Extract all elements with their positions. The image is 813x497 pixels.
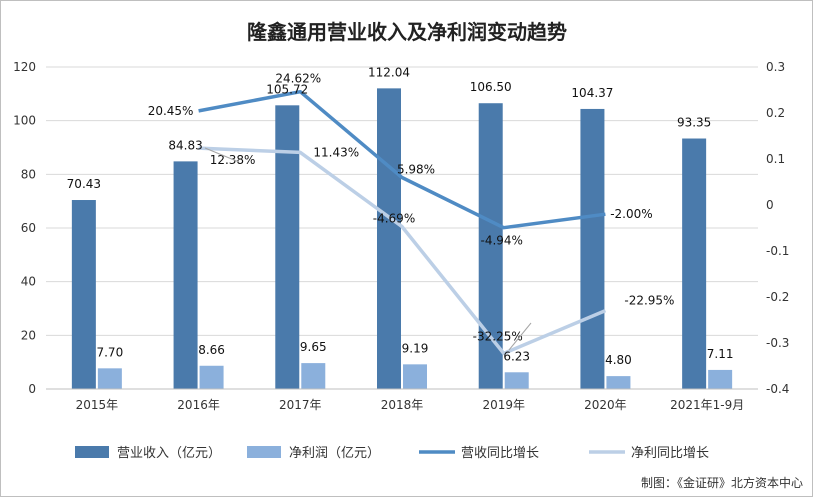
bar-value-label: 8.66 <box>198 343 225 357</box>
legend-swatch <box>75 446 109 458</box>
line-value-label: 20.45% <box>148 104 194 118</box>
legend-swatch <box>247 446 281 458</box>
bar-value-label: 70.43 <box>67 177 101 191</box>
line-value-label: -4.94% <box>480 234 522 248</box>
series-line <box>198 89 606 230</box>
line-value-label: -22.95% <box>624 294 674 308</box>
y2-tick-label: 0.2 <box>766 106 785 120</box>
bar <box>173 161 198 389</box>
data-labels: 70.43 84.83 105.72 112.04 106.50 104.37 93.35 7… <box>67 65 734 367</box>
legend-label: 营业收入（亿元） <box>117 446 221 461</box>
bar <box>377 88 401 389</box>
bar <box>504 372 529 389</box>
x-tick-label: 2021年1-9月 <box>670 398 744 412</box>
y-tick-label: 20 <box>21 328 36 342</box>
bar-value-label: 7.11 <box>707 347 734 361</box>
y2-tick-label: 0.1 <box>766 152 785 166</box>
x-tick-label: 2018年 <box>381 398 424 412</box>
x-tick-label: 2017年 <box>279 398 322 412</box>
y2-tick-label: 0 <box>766 198 774 212</box>
bar-value-label: 7.70 <box>96 345 123 359</box>
bar-value-label: 104.37 <box>571 86 613 100</box>
bar-value-label: 112.04 <box>368 65 410 79</box>
bar-series <box>71 88 733 390</box>
bar <box>71 200 96 389</box>
legend-label: 净利同比增长 <box>631 446 709 461</box>
x-tick-label: 2019年 <box>482 398 525 412</box>
y-tick-label: 100 <box>13 114 36 128</box>
line-value-label: 24.62% <box>275 72 321 86</box>
bar-value-label: 105.72 <box>266 82 308 96</box>
bar <box>403 364 427 389</box>
bar <box>606 376 631 389</box>
legend: 营业收入（亿元） 净利润（亿元） 营收同比增长 净利同比增长 <box>75 446 709 461</box>
leader-line <box>508 322 532 351</box>
bar <box>580 108 605 390</box>
line-value-label: 12.38% <box>210 153 256 167</box>
legend-label: 净利润（亿元） <box>289 446 380 461</box>
bar-value-label: 93.35 <box>677 116 711 130</box>
bar-value-label: 6.23 <box>503 349 530 363</box>
bar-value-label: 106.50 <box>470 80 512 94</box>
series-line <box>198 146 607 356</box>
y-tick-label: 40 <box>21 275 36 289</box>
y-tick-label: 0 <box>28 382 36 396</box>
axes: 0 20 40 60 80 100 120 -0.4 -0.3 -0.2 -0.1 0 0.1 0.2 0.… <box>13 60 789 412</box>
bar <box>708 369 733 389</box>
y2-tick-label: 0.3 <box>766 60 785 74</box>
line-value-label: -4.69% <box>373 212 415 226</box>
x-tick-label: 2016年 <box>177 398 220 412</box>
line-value-label: 11.43% <box>313 145 359 159</box>
bar-value-label: 9.65 <box>300 340 327 354</box>
line-value-label: 5.98% <box>397 162 435 176</box>
y2-tick-label: -0.4 <box>766 382 789 396</box>
y2-tick-label: -0.1 <box>766 244 789 258</box>
line-series <box>198 89 607 356</box>
y-tick-label: 120 <box>13 60 36 74</box>
bar <box>97 368 122 389</box>
y-tick-label: 80 <box>21 167 36 181</box>
y2-tick-label: -0.2 <box>766 290 789 304</box>
bar-value-label: 84.83 <box>168 138 202 152</box>
leader-line <box>204 147 240 163</box>
legend-label: 营收同比增长 <box>461 446 539 461</box>
line-value-label: -32.25% <box>473 329 523 343</box>
bar <box>301 363 326 389</box>
chart-title: 隆鑫通用营业收入及净利润变动趋势 <box>247 20 567 44</box>
bar-value-label: 9.19 <box>402 341 429 355</box>
bar <box>199 365 224 389</box>
source-note: 制图：《金证研》北方资本中心 <box>641 475 803 490</box>
bar <box>275 105 300 390</box>
x-tick-label: 2015年 <box>76 398 119 412</box>
bar <box>478 103 503 389</box>
bar-value-label: 4.80 <box>605 353 632 367</box>
x-tick-label: 2020年 <box>584 398 627 412</box>
y-tick-label: 60 <box>21 221 36 235</box>
y2-tick-label: -0.3 <box>766 336 789 350</box>
gridlines <box>46 66 758 390</box>
bar <box>682 138 707 389</box>
line-value-label: -2.00% <box>610 207 652 221</box>
